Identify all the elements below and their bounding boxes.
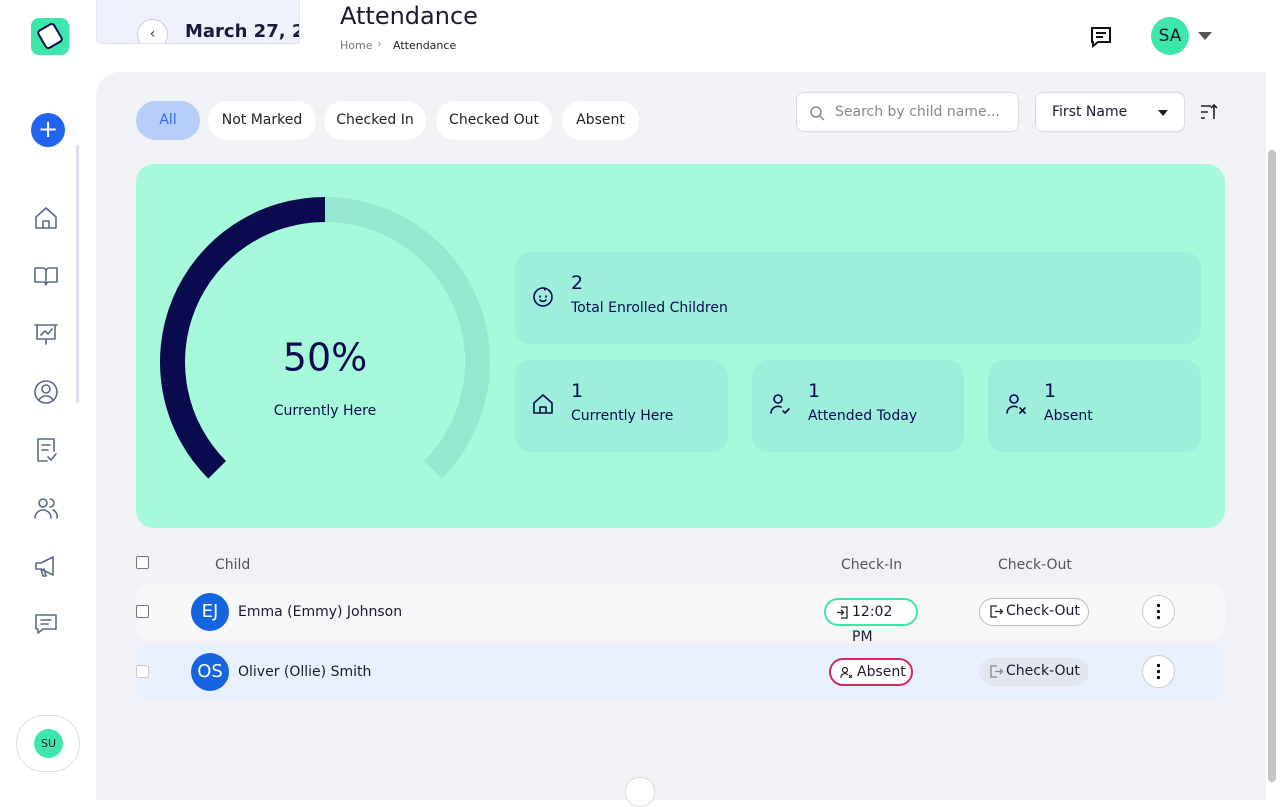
child-avatar: OS (191, 653, 229, 691)
stat-card: 1 Absent (988, 360, 1201, 452)
check-in-time[interactable]: 12:02 PM (824, 598, 918, 645)
stat-label: Absent (1044, 408, 1093, 424)
home-icon[interactable] (32, 204, 60, 232)
column-header: Child (215, 557, 251, 573)
check-out-button-disabled: Check-Out (979, 658, 1089, 686)
date-picker: ‹ March 27, 202 (96, 0, 300, 44)
logo[interactable] (31, 18, 69, 55)
stat-label: Total Enrolled Children (571, 300, 728, 316)
sort-direction-icon[interactable] (1199, 102, 1219, 122)
select-all-checkbox[interactable] (136, 556, 149, 569)
filter-pill[interactable]: Absent (562, 101, 639, 140)
chat-icon[interactable] (32, 610, 60, 638)
row-checkbox[interactable] (136, 605, 149, 618)
dots-icon (1156, 663, 1161, 680)
check-out-icon (990, 665, 1003, 678)
megaphone-icon[interactable] (32, 552, 60, 580)
checklist-icon[interactable] (32, 436, 60, 464)
table-row[interactable]: EJ Emma (Emmy) Johnson 12:02 PM Check-Ou… (136, 584, 1225, 645)
scrollbar (76, 145, 79, 403)
presentation-icon[interactable] (32, 320, 60, 348)
add-button[interactable]: + (31, 113, 65, 147)
gauge-progress (160, 197, 326, 479)
profile-icon[interactable] (32, 378, 60, 406)
summary-panel (136, 164, 1225, 528)
filter-pill[interactable]: Checked In (324, 101, 426, 140)
child-icon (533, 287, 553, 307)
row-menu[interactable] (1142, 655, 1175, 688)
prev-date-button[interactable]: ‹ (137, 19, 168, 43)
user-avatar: SU (34, 729, 63, 758)
column-header: Check-Out (998, 557, 1072, 573)
user-menu[interactable]: SU (16, 715, 80, 772)
stat-value: 1 (808, 380, 821, 402)
row-checkbox[interactable] (136, 665, 149, 678)
stat-label: Currently Here (571, 408, 674, 424)
check-out-icon (990, 605, 1003, 618)
stat-value: 1 (1044, 380, 1057, 402)
breadcrumb-current: Attendance (393, 39, 457, 52)
page-title: Attendance (340, 2, 478, 30)
column-header: Check-In (841, 557, 903, 573)
book-icon[interactable] (32, 262, 60, 290)
check-out-text: Check-Out (1006, 663, 1080, 679)
home-icon (533, 394, 553, 414)
breadcrumb-separator: › (377, 37, 382, 51)
child-avatar: EJ (191, 593, 229, 631)
account-avatar[interactable]: SA (1151, 17, 1189, 55)
check-in-text: 12:02 PM (852, 604, 893, 645)
logo-icon (37, 22, 63, 50)
messages-icon[interactable] (1089, 25, 1113, 49)
stat-label: Attended Today (808, 408, 918, 424)
account-caret[interactable] (1198, 32, 1212, 40)
child-name: Emma (Emmy) Johnson (238, 604, 403, 620)
stat-card: 1 Currently Here (515, 360, 728, 452)
sort-label: First Name (1052, 104, 1128, 120)
sidebar: + SU (0, 0, 96, 800)
gauge: 50% Currently Here (160, 197, 490, 479)
search-box[interactable]: Search by child name... (796, 92, 1019, 132)
gauge-value: 50% (283, 336, 367, 380)
stat-card: 1 Attended Today (752, 360, 964, 452)
gauge-caption: Currently Here (274, 403, 376, 419)
child-name: Oliver (Ollie) Smith (238, 664, 372, 680)
stat-value: 2 (571, 272, 584, 294)
filter-pill[interactable]: All (136, 101, 200, 140)
absent-status[interactable]: Absent (829, 658, 913, 686)
absent-icon (840, 666, 853, 679)
filter-pill[interactable]: Not Marked (208, 101, 316, 140)
absent-text: Absent (857, 664, 906, 680)
search-icon (810, 106, 825, 121)
devtools-toggle[interactable] (625, 777, 655, 807)
table-row[interactable]: OS Oliver (Ollie) Smith Absent Check-Out (136, 644, 1225, 700)
page-scrollbar (1268, 150, 1276, 782)
breadcrumb-home[interactable]: Home (340, 39, 373, 52)
stat-value: 1 (571, 380, 584, 402)
date-label: March 27, 202 (185, 21, 299, 42)
search-placeholder: Search by child name... (835, 104, 1000, 120)
row-menu[interactable] (1142, 595, 1175, 628)
sort-caret (1158, 110, 1168, 116)
people-icon[interactable] (32, 494, 60, 522)
stat-card: 2 Total Enrolled Children (515, 252, 1201, 344)
check-out-text: Check-Out (1006, 603, 1080, 619)
user-check-icon (770, 394, 790, 414)
user-x-icon (1006, 394, 1026, 414)
sort-select[interactable]: First Name (1035, 92, 1185, 132)
dots-icon (1156, 603, 1161, 620)
filter-pill[interactable]: Checked Out (436, 101, 552, 140)
check-out-button[interactable]: Check-Out (979, 598, 1089, 626)
check-in-icon (837, 606, 848, 619)
